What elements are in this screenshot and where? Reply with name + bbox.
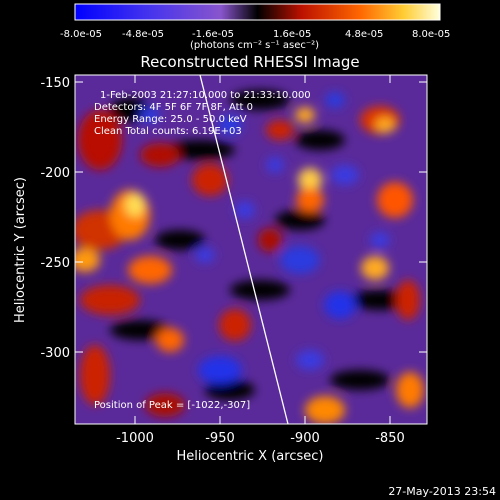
info-line: Clean Total counts: 6.19E+03 <box>94 126 242 137</box>
plot-title: Reconstructed RHESSI Image <box>140 53 359 71</box>
axis-tick-marks <box>75 75 427 424</box>
timestamp: 27-May-2013 23:54 <box>388 485 496 498</box>
x-axis-label: Heliocentric X (arcsec) <box>177 449 324 464</box>
y-tick-label: -250 <box>40 256 70 271</box>
observation-info: 1-Feb-2003 21:27:10.000 to 21:33:10.000 … <box>94 90 311 137</box>
y-tick-label: -200 <box>40 166 70 181</box>
colorbar-tick: 1.6e-05 <box>273 29 311 40</box>
y-axis-ticks: -150 -200 -250 -300 <box>40 76 70 361</box>
solar-limb-line <box>199 75 289 424</box>
colorbar-tick: 8.0e-05 <box>412 29 450 40</box>
x-tick-label: -1000 <box>116 431 154 446</box>
colorbar-tick: -8.0e-05 <box>60 29 102 40</box>
image-map <box>75 75 427 424</box>
colorbar-tick: -4.8e-05 <box>122 29 164 40</box>
info-line: Detectors: 4F 5F 6F 7F 8F, Att 0 <box>94 102 253 113</box>
colorbar-tick: 4.8e-05 <box>345 29 383 40</box>
x-axis-ticks: -1000 -950 -900 -850 <box>116 431 405 446</box>
colorbar-tick: -1.6e-05 <box>192 29 234 40</box>
info-line: Energy Range: 25.0 - 50.0 keV <box>94 114 247 125</box>
x-tick-label: -900 <box>290 431 320 446</box>
colorbar <box>74 3 441 21</box>
y-tick-label: -300 <box>40 346 70 361</box>
colorbar-ticks: -8.0e-05 -4.8e-05 -1.6e-05 1.6e-05 4.8e-… <box>60 29 450 40</box>
peak-position-label: Position of Peak = [-1022,-307] <box>94 400 250 411</box>
y-axis-label: Heliocentric Y (arcsec) <box>13 177 28 323</box>
x-tick-label: -950 <box>205 431 235 446</box>
info-line: 1-Feb-2003 21:27:10.000 to 21:33:10.000 <box>100 90 311 101</box>
y-tick-label: -150 <box>40 76 70 91</box>
colorbar-unit-label: (photons cm⁻² s⁻¹ asec⁻²) <box>190 40 319 51</box>
x-tick-label: -850 <box>375 431 405 446</box>
